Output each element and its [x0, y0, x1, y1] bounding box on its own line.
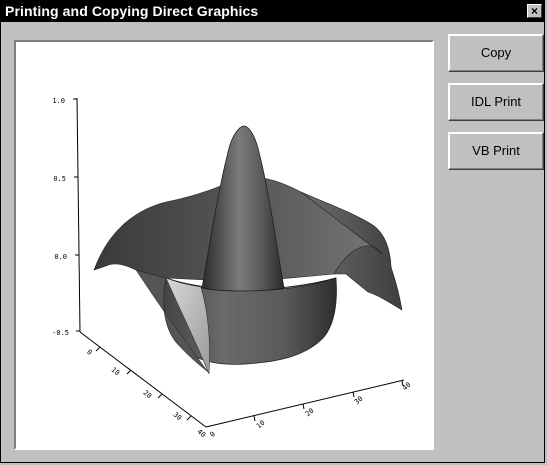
z-tick-label: 1.0 — [52, 97, 65, 105]
window-title: Printing and Copying Direct Graphics — [5, 3, 259, 19]
x-tick-label: 10 — [255, 419, 267, 431]
x-tick-label: 20 — [304, 407, 316, 419]
x-tick-label: 0 — [209, 430, 217, 439]
y-tick-label: 30 — [171, 411, 183, 423]
x-tick-label: 40 — [401, 381, 413, 393]
x-tick-label: 30 — [353, 395, 365, 407]
y-tick-label: 20 — [141, 389, 153, 401]
z-tick-label: 0.0 — [54, 253, 67, 261]
z-tick-label: -0.5 — [52, 329, 69, 337]
idl-print-button[interactable]: IDL Print — [448, 83, 544, 121]
z-tick-label: 0.5 — [53, 175, 66, 183]
close-button[interactable]: × — [527, 4, 542, 18]
y-tick-label: 10 — [109, 366, 121, 378]
graphics-canvas[interactable]: 1.0 0.5 0.0 -0.5 0 10 20 30 40 0 10 20 3… — [14, 40, 434, 450]
y-tick-label: 40 — [195, 428, 207, 440]
close-icon: × — [530, 4, 538, 18]
surface-plot: 1.0 0.5 0.0 -0.5 0 10 20 30 40 0 10 20 3… — [52, 97, 413, 440]
copy-button[interactable]: Copy — [448, 34, 544, 72]
y-tick-label: 0 — [85, 348, 93, 357]
vb-print-button[interactable]: VB Print — [448, 132, 544, 170]
title-bar[interactable]: Printing and Copying Direct Graphics × — [1, 1, 544, 22]
